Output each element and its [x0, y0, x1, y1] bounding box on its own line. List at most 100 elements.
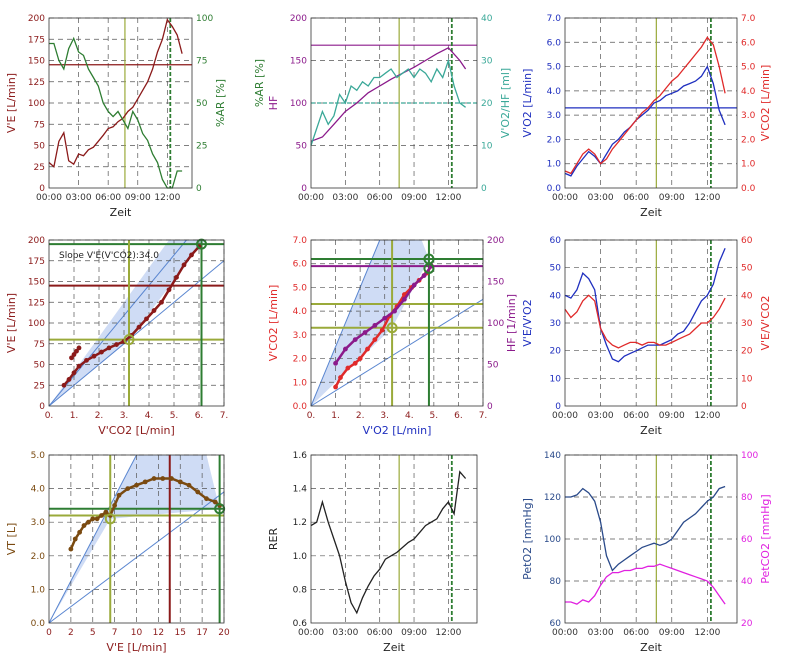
y-tick-label-p5-1: 1.0 [293, 378, 308, 388]
y-tick-label-p4-1: 25 [34, 381, 45, 391]
y2-tick-label-p3-1: 1.0 [741, 160, 756, 170]
series-line-p3-0 [564, 65, 726, 177]
slope-annotation-p4: Slope V'E(V'CO2):34.0 [59, 251, 159, 261]
y-axis-label-p3: V'O2 [L/min] [521, 69, 534, 138]
x-tick-label-p1-0: 00:00 [36, 193, 62, 203]
chart-p4: 0. 1. 2. 3. 4. 5. 6. 7. 0 25 50 75 100 125 150 175 200 V'… [5, 236, 228, 437]
y-tick-label-p1-3: 75 [34, 120, 45, 130]
y-tick-label-p8-1: 0.8 [293, 585, 308, 595]
y-tick-label-p9-1: 80 [550, 577, 562, 587]
y-tick-label-p3-5: 5.0 [547, 63, 562, 73]
x-tick-label-p6-4: 12:00 [694, 411, 720, 421]
axes-frame-p8 [310, 454, 478, 624]
axes-frame-p6 [564, 239, 738, 407]
y-tick-label-p1-5: 125 [28, 78, 45, 88]
x-tick-label-p7-6: 15 [175, 628, 186, 638]
y2-tick-label-p6-4: 40 [741, 291, 753, 301]
y2-tick-label-p3-6: 6.0 [741, 38, 756, 48]
y-tick-label-p4-3: 75 [34, 340, 45, 350]
y-tick-label-p4-7: 175 [28, 257, 45, 267]
y2-tick-label-p6-0: 0 [741, 402, 747, 412]
y2-tick-label-p2-0: 0 [481, 184, 487, 194]
chart-p6: 00:00 03:00 06:00 09:00 12:00 0 10 20 30 40 50 60 0 1… [521, 236, 772, 437]
y-tick-label-p1-6: 150 [28, 57, 45, 67]
x-tick-label-p4-1: 1. [70, 411, 79, 421]
chart-p3: 00:00 03:00 06:00 09:00 12:00 0.0 1.0 2.0 3.0 4.0… [521, 14, 772, 219]
x-tick-label-p9-1: 03:00 [588, 628, 614, 638]
y2-tick-label-p9-4: 100 [741, 451, 758, 461]
y-tick-label-p1-8: 200 [28, 14, 45, 24]
y2-tick-label-p1-0: 0 [196, 184, 202, 194]
y-tick-label-p3-6: 6.0 [547, 38, 562, 48]
chart-p1: 00:00 03:00 06:00 09:00 12:00 0 25 50 75 100 125 15… [5, 14, 227, 219]
slope-line-p5-1 [310, 239, 381, 407]
x-tick-label-p4-6: 6. [195, 411, 204, 421]
y-tick-label-p1-0: 0 [39, 184, 45, 194]
y-tick-label-p2-2: 100 [290, 99, 307, 109]
y2-axis-label-p9: PetCO2 [mmHg] [759, 494, 772, 583]
y-tick-label-p3-2: 2.0 [547, 135, 562, 145]
x-tick-label-p6-0: 00:00 [552, 411, 578, 421]
y-tick-label-p8-2: 1.0 [293, 552, 308, 562]
y-tick-label-p6-4: 40 [550, 291, 562, 301]
axes-frame-p4 [48, 239, 225, 407]
y-tick-label-p3-3: 3.0 [547, 111, 562, 121]
y-tick-label-p6-6: 60 [550, 236, 562, 246]
series-line-p2-1 [310, 58, 466, 146]
y-tick-label-p4-8: 200 [28, 236, 45, 246]
x-tick-label-p8-2: 06:00 [367, 628, 393, 638]
y2-tick-label-p2-2: 20 [481, 99, 493, 109]
series-line-p2-0 [310, 46, 467, 142]
x-tick-label-p9-4: 12:00 [694, 628, 720, 638]
y2-tick-label-p1-2: 50 [196, 99, 208, 109]
threshold-marker-p4-0 [123, 334, 135, 346]
y-tick-label-p3-0: 0.0 [547, 184, 562, 194]
x-axis-label-p1: Zeit [110, 206, 132, 219]
y-tick-label-p8-4: 1.4 [293, 485, 308, 495]
y-axis-label-p7: VT [L] [5, 523, 18, 555]
y2-axis-label-p5: HF [1/min] [505, 294, 518, 352]
chart-p8: 00:00 03:00 06:00 09:00 12:00 0.6 0.8 1.0 1.2 1.4… [267, 451, 478, 654]
x-tick-label-p4-0: 0. [45, 411, 54, 421]
y-tick-label-p6-5: 50 [550, 264, 562, 274]
x-tick-label-p5-1: 1. [331, 411, 340, 421]
y-tick-label-p7-2: 2.0 [31, 552, 46, 562]
axes-frame-p3 [564, 17, 738, 189]
x-tick-label-p8-1: 03:00 [332, 628, 358, 638]
series-trace-p5-1 [334, 265, 433, 365]
x-tick-label-p2-0: 00:00 [298, 193, 324, 203]
y2-axis-label-p3: V'CO2 [L/min] [759, 65, 772, 142]
x-tick-label-p1-3: 09:00 [125, 193, 151, 203]
x-axis-label-p3: Zeit [640, 206, 662, 219]
y-tick-label-p6-0: 0 [555, 402, 561, 412]
y2-tick-label-p9-1: 40 [741, 577, 753, 587]
slope-line-p4-1 [48, 239, 187, 407]
x-tick-label-p3-0: 00:00 [552, 193, 578, 203]
y-tick-label-p1-7: 175 [28, 35, 45, 45]
x-axis-label-p8: Zeit [383, 641, 405, 654]
y2-tick-label-p2-3: 30 [481, 57, 493, 67]
y-tick-label-p9-0: 60 [550, 619, 562, 629]
y-tick-label-p5-4: 4.0 [293, 307, 308, 317]
series-line-p1-0 [48, 18, 183, 169]
y2-tick-label-p3-2: 2.0 [741, 135, 756, 145]
y-tick-label-p4-2: 50 [34, 361, 46, 371]
x-tick-label-p2-2: 06:00 [367, 193, 393, 203]
threshold-marker-p5-2 [423, 253, 435, 265]
series-line-p6-1 [564, 294, 726, 349]
x-axis-label-p9: Zeit [640, 641, 662, 654]
series-line-p3-1 [564, 36, 726, 175]
y-tick-label-p7-4: 4.0 [31, 485, 46, 495]
x-tick-label-p3-1: 03:00 [588, 193, 614, 203]
y-axis-label-p8: RER [267, 528, 280, 551]
x-tick-label-p1-1: 03:00 [66, 193, 92, 203]
y-tick-label-p7-5: 5.0 [31, 451, 46, 461]
y-tick-label-p9-3: 120 [544, 493, 561, 503]
x-tick-label-p7-8: 20 [218, 628, 230, 638]
y-tick-label-p9-2: 100 [544, 535, 561, 545]
axes-frame-p7 [48, 454, 225, 624]
y2-tick-label-p9-2: 60 [741, 535, 753, 545]
y-tick-label-p1-1: 25 [34, 163, 45, 173]
y-tick-label-p5-6: 6.0 [293, 260, 308, 270]
y-axis-label-extra-p2: %AR [%] [253, 59, 266, 107]
